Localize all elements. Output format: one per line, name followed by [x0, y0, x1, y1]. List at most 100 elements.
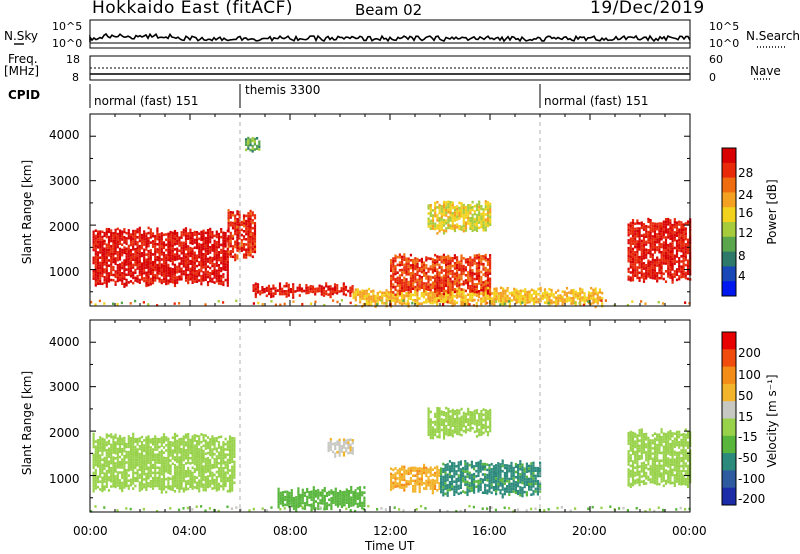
velocity-cell: [156, 471, 159, 475]
power-cell: [394, 302, 397, 306]
power-cell: [206, 257, 210, 261]
power-cell: [482, 218, 485, 222]
power-cell: [354, 304, 357, 307]
power-cell: [438, 284, 441, 287]
power-cell: [125, 263, 128, 266]
power-cell: [550, 294, 553, 297]
velocity-cell: [222, 480, 225, 483]
power-cell: [220, 280, 223, 283]
power-cell: [682, 223, 685, 226]
velocity-cell: [226, 448, 229, 451]
power-cell: [570, 289, 573, 292]
power-cell: [134, 258, 137, 261]
velocity-cell: [290, 496, 293, 500]
power-cell: [129, 302, 132, 305]
power-cell: [240, 223, 243, 226]
power-cell: [253, 245, 257, 248]
power-cell: [118, 250, 122, 253]
velocity-cell: [169, 451, 172, 455]
power-cell: [305, 291, 308, 295]
power-cell: [140, 267, 144, 271]
velocity-cell: [147, 448, 150, 451]
velocity-cell: [209, 451, 212, 454]
velocity-cell: [96, 446, 100, 450]
power-cell: [431, 258, 434, 261]
power-cell: [420, 265, 423, 269]
power-cell: [211, 269, 214, 273]
power-cell: [436, 295, 439, 299]
velocity-cell: [96, 485, 100, 489]
velocity-cell: [334, 503, 337, 506]
velocity-cell: [118, 455, 122, 459]
power-cell: [440, 210, 443, 213]
velocity-cell: [160, 472, 163, 476]
velocity-cell: [390, 485, 393, 489]
power-cell: [484, 266, 487, 270]
power-cell: [488, 295, 492, 299]
power-cell: [165, 243, 168, 247]
power-cell: [114, 259, 117, 263]
power-cell: [103, 260, 106, 264]
power-cell: [653, 269, 657, 272]
velocity-cell: [147, 458, 150, 462]
velocity-cell: [114, 457, 117, 460]
power-cell: [462, 257, 465, 260]
power-cell: [673, 262, 676, 265]
power-cell: [453, 277, 456, 281]
power-cell: [151, 245, 155, 248]
power-cell: [583, 294, 586, 298]
power-cell: [425, 277, 428, 280]
velocity-cell: [105, 449, 108, 452]
velocity-cell: [138, 473, 141, 477]
power-cell: [154, 255, 157, 259]
velocity-cell: [401, 465, 404, 469]
velocity-cell: [442, 478, 445, 481]
velocity-cell: [328, 503, 331, 507]
velocity-cell: [434, 482, 437, 485]
velocity-cell: [233, 437, 236, 440]
power-cell: [502, 292, 505, 296]
velocity-cell: [187, 461, 190, 465]
velocity-cell: [217, 446, 221, 449]
velocity-cell: [149, 438, 152, 441]
power-cell: [535, 300, 538, 304]
power-cell: [629, 260, 632, 264]
power-cell: [517, 298, 520, 301]
power-cell: [656, 225, 659, 228]
velocity-cell: [125, 474, 128, 477]
power-cell: [526, 301, 529, 304]
velocity-cell: [349, 438, 352, 441]
velocity-cell: [217, 461, 221, 465]
power-cell: [182, 259, 185, 263]
velocity-cell: [107, 434, 111, 438]
velocity-cell: [182, 474, 185, 477]
power-cell: [453, 290, 456, 294]
power-cell: [634, 245, 637, 249]
velocity-cell: [303, 507, 307, 510]
power-cell: [453, 272, 456, 275]
power-cell: [173, 232, 177, 236]
power-cell: [305, 289, 308, 292]
power-cell: [477, 295, 481, 299]
velocity-cell: [226, 443, 229, 446]
velocity-cell: [213, 473, 216, 477]
velocity-cell: [167, 450, 170, 454]
velocity-cell: [138, 447, 141, 451]
power-cell: [116, 240, 119, 244]
velocity-cell: [180, 479, 183, 482]
velocity-cell: [143, 483, 146, 486]
velocity-cell: [429, 484, 432, 488]
power-cell: [96, 279, 100, 283]
velocity-cell: [195, 455, 199, 459]
velocity-cell: [429, 487, 432, 490]
power-cell: [627, 270, 630, 273]
power-cell: [535, 290, 538, 293]
velocity-cell: [149, 454, 152, 457]
power-cell: [227, 219, 230, 223]
power-cell: [362, 303, 365, 306]
power-cell: [138, 244, 141, 248]
power-cell: [629, 232, 632, 235]
power-cell: [349, 286, 352, 290]
power-cell: [442, 269, 445, 272]
velocity-cell: [99, 467, 102, 470]
